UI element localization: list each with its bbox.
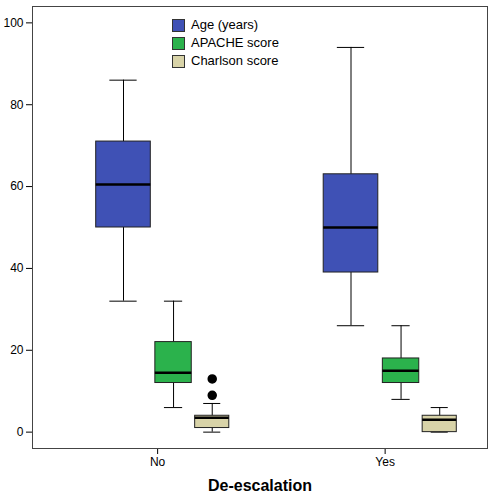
- svg-text:100: 100: [3, 16, 23, 30]
- html-text:Charlson score: Charlson score: [191, 53, 279, 68]
- svg-text:20: 20: [10, 343, 24, 357]
- svg-text:60: 60: [10, 179, 24, 193]
- svg-text:De-escalation: De-escalation: [208, 477, 312, 494]
- svg-text:0: 0: [17, 425, 24, 439]
- svg-text:80: 80: [10, 98, 24, 112]
- html-text:Age (years): Age (years): [191, 17, 259, 32]
- svg-text:Yes: Yes: [375, 455, 395, 469]
- svg-text:40: 40: [10, 261, 24, 275]
- svg-text:No: No: [150, 455, 166, 469]
- html-text:APACHE score: APACHE score: [191, 35, 279, 50]
